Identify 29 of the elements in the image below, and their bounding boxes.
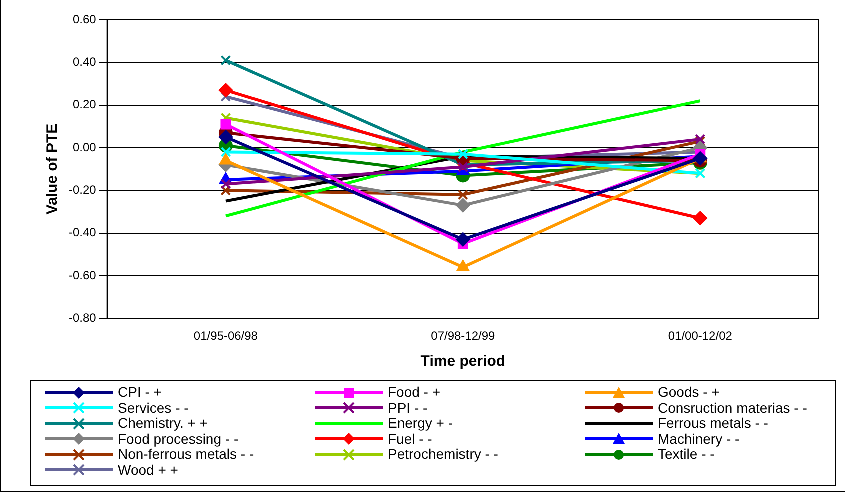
y-tick-label: 0.60 xyxy=(72,12,97,26)
legend-label: Food - + xyxy=(388,384,441,400)
x-tick-label: 01/95-06/98 xyxy=(194,329,258,344)
legend-label: Energy + - xyxy=(388,415,453,432)
y-tick-label: -0.40 xyxy=(68,226,97,240)
y-axis-title: Value of PTE xyxy=(44,124,62,215)
x-axis-title: Time period xyxy=(420,353,506,370)
y-tick-label: 0.40 xyxy=(72,54,97,69)
y-tick-label: -0.80 xyxy=(68,310,97,325)
legend-label: Non-ferrous metals - - xyxy=(118,446,254,462)
legend-label: Goods - + xyxy=(658,384,720,400)
legend-label: Food processing - - xyxy=(118,430,239,447)
legend-label: Wood + + xyxy=(118,462,178,478)
x-tick-label: 01/00-12/02 xyxy=(668,329,733,344)
legend-label: Ferrous metals - - xyxy=(658,415,768,432)
legend-label: Petrochemistry - - xyxy=(388,446,498,462)
legend-label: PPI - - xyxy=(388,400,428,416)
x-tick-label: 07/98-12/99 xyxy=(431,329,496,344)
y-tick-label: -0.60 xyxy=(68,268,97,282)
legend-label: Textile - - xyxy=(658,446,715,462)
legend-label: Machinery - - xyxy=(658,430,740,447)
legend-label: CPI - + xyxy=(118,384,162,400)
legend-label: Consruction materias - - xyxy=(658,400,808,416)
y-tick-label: -0.20 xyxy=(68,182,97,197)
y-tick-label: 0.00 xyxy=(72,140,97,154)
legend-label: Chemistry. + + xyxy=(118,415,208,432)
y-tick-label: 0.20 xyxy=(72,98,97,112)
legend-label: Services - - xyxy=(118,400,189,416)
legend-label: Fuel - - xyxy=(388,430,432,447)
